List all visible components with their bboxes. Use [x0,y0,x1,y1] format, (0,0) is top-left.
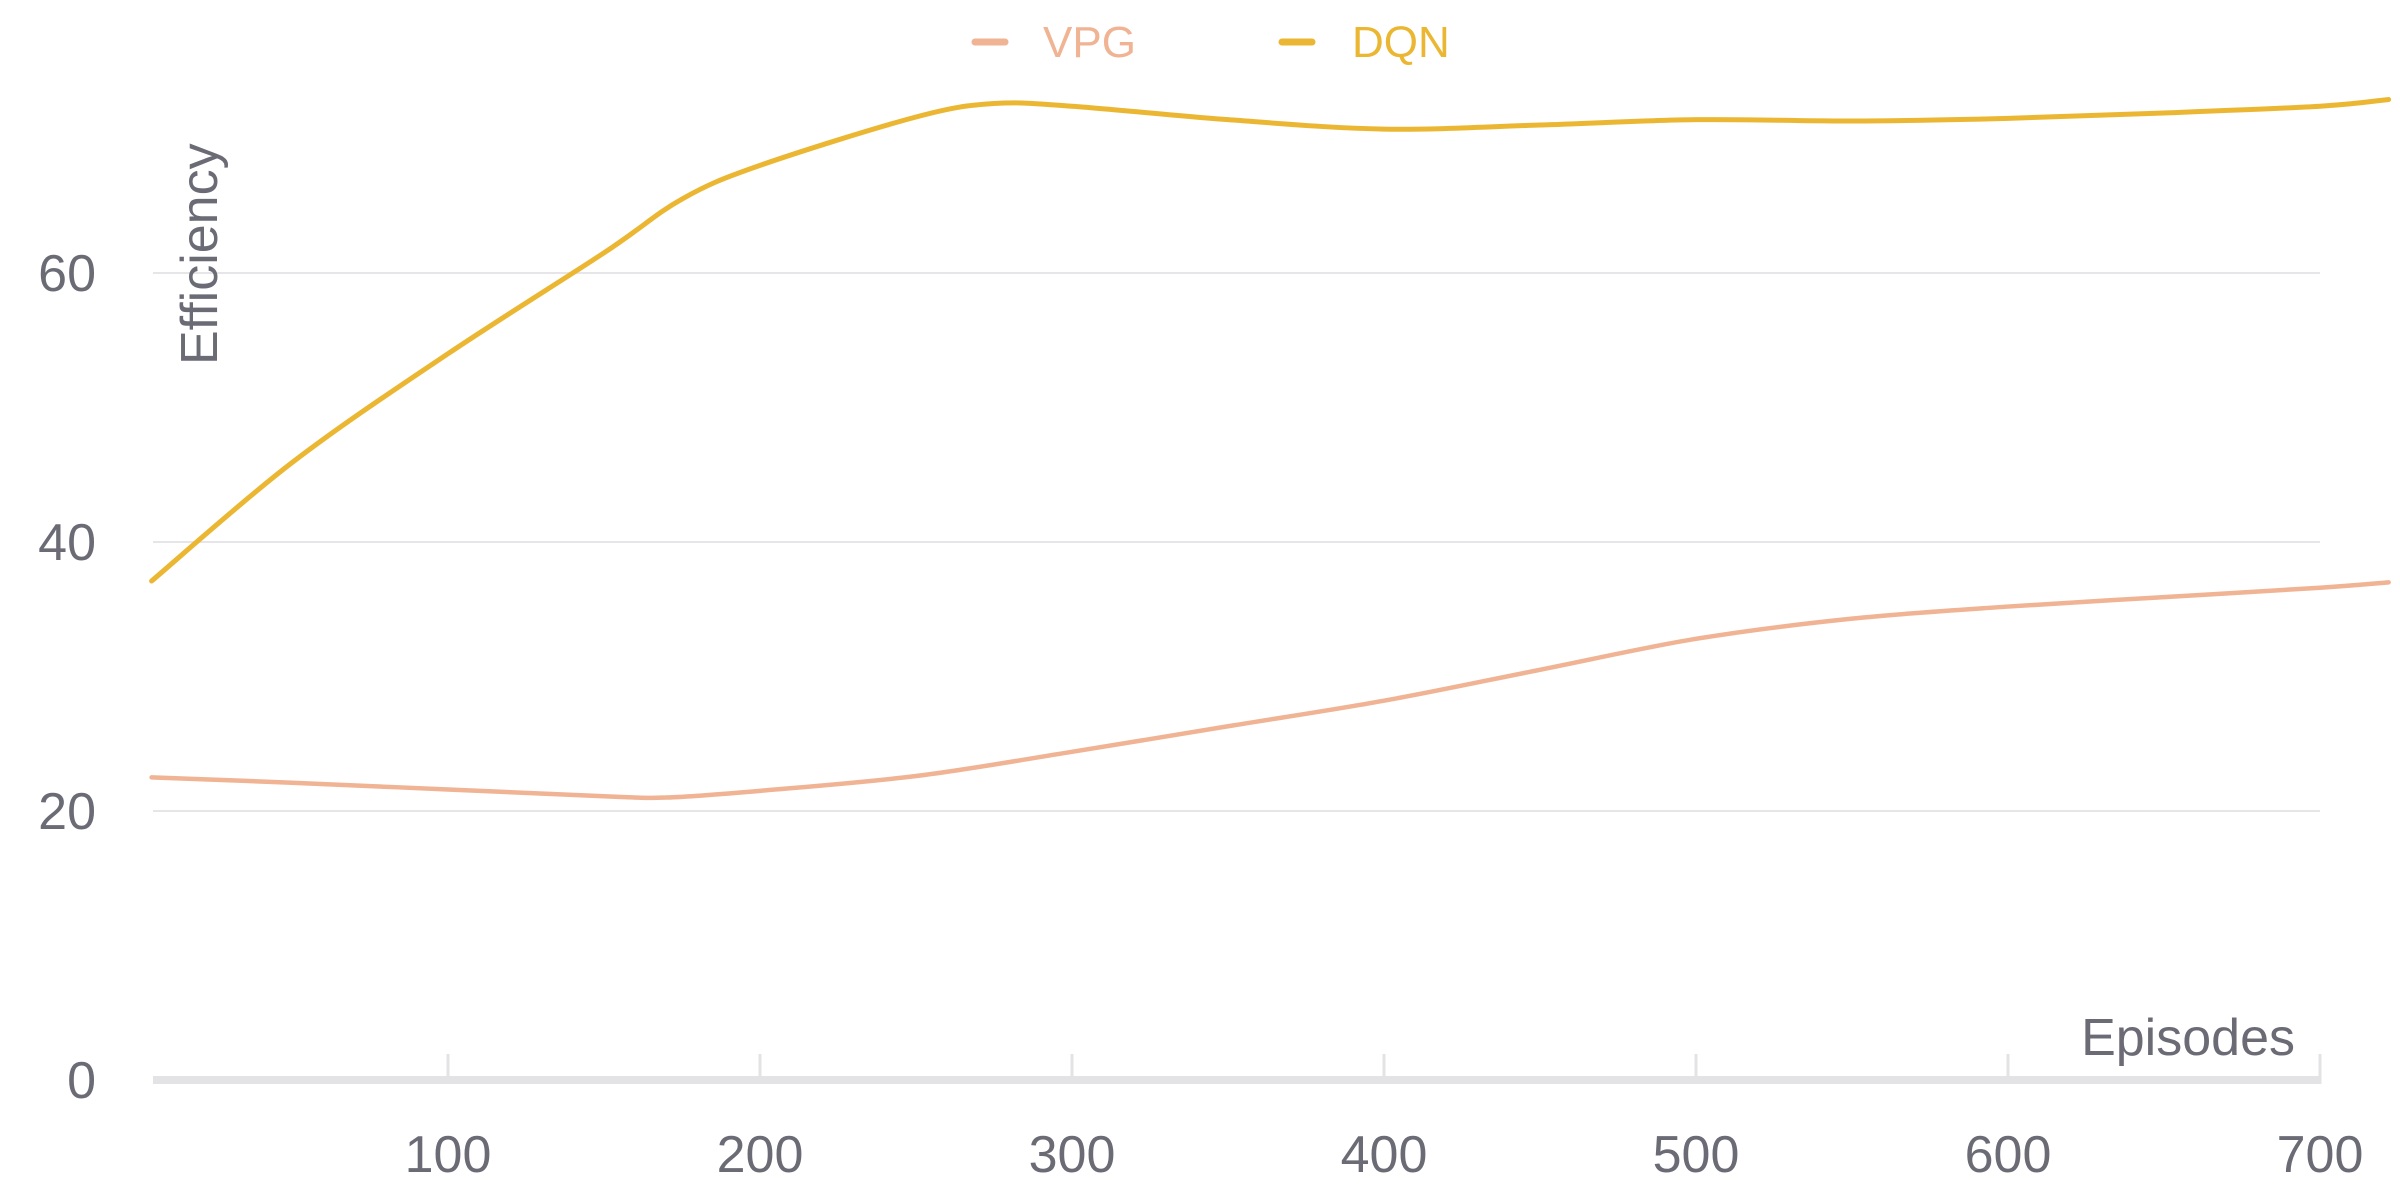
legend-label: DQN [1352,18,1450,67]
y-tick-label: 20 [38,783,96,841]
y-tick-label: 60 [38,245,96,303]
x-tick-label: 200 [717,1126,804,1184]
legend: VPG DQN [971,18,1450,67]
legend-item-vpg: VPG [971,18,1136,67]
x-tick-label: 100 [405,1126,492,1184]
x-tick-label: 400 [1341,1126,1428,1184]
series-line-dqn [149,97,2392,584]
series-group [149,97,2392,801]
y-tick-label: 40 [38,514,96,572]
legend-label: VPG [1043,18,1136,67]
axes: 0 20 40 60 100 200 300 400 500 600 700 [38,245,2363,1184]
x-axis-label: Episodes [2081,1009,2295,1067]
series-line-vpg [149,580,2391,801]
x-tick-label: 300 [1029,1126,1116,1184]
x-tick-label: 600 [1965,1126,2052,1184]
y-tick-label: 0 [67,1052,96,1110]
legend-item-dqn: DQN [1278,18,1450,67]
x-tick-label: 700 [2277,1126,2364,1184]
x-tick-label: 500 [1653,1126,1740,1184]
y-axis-label: Efficiency [171,143,229,365]
gridlines [153,272,2320,812]
